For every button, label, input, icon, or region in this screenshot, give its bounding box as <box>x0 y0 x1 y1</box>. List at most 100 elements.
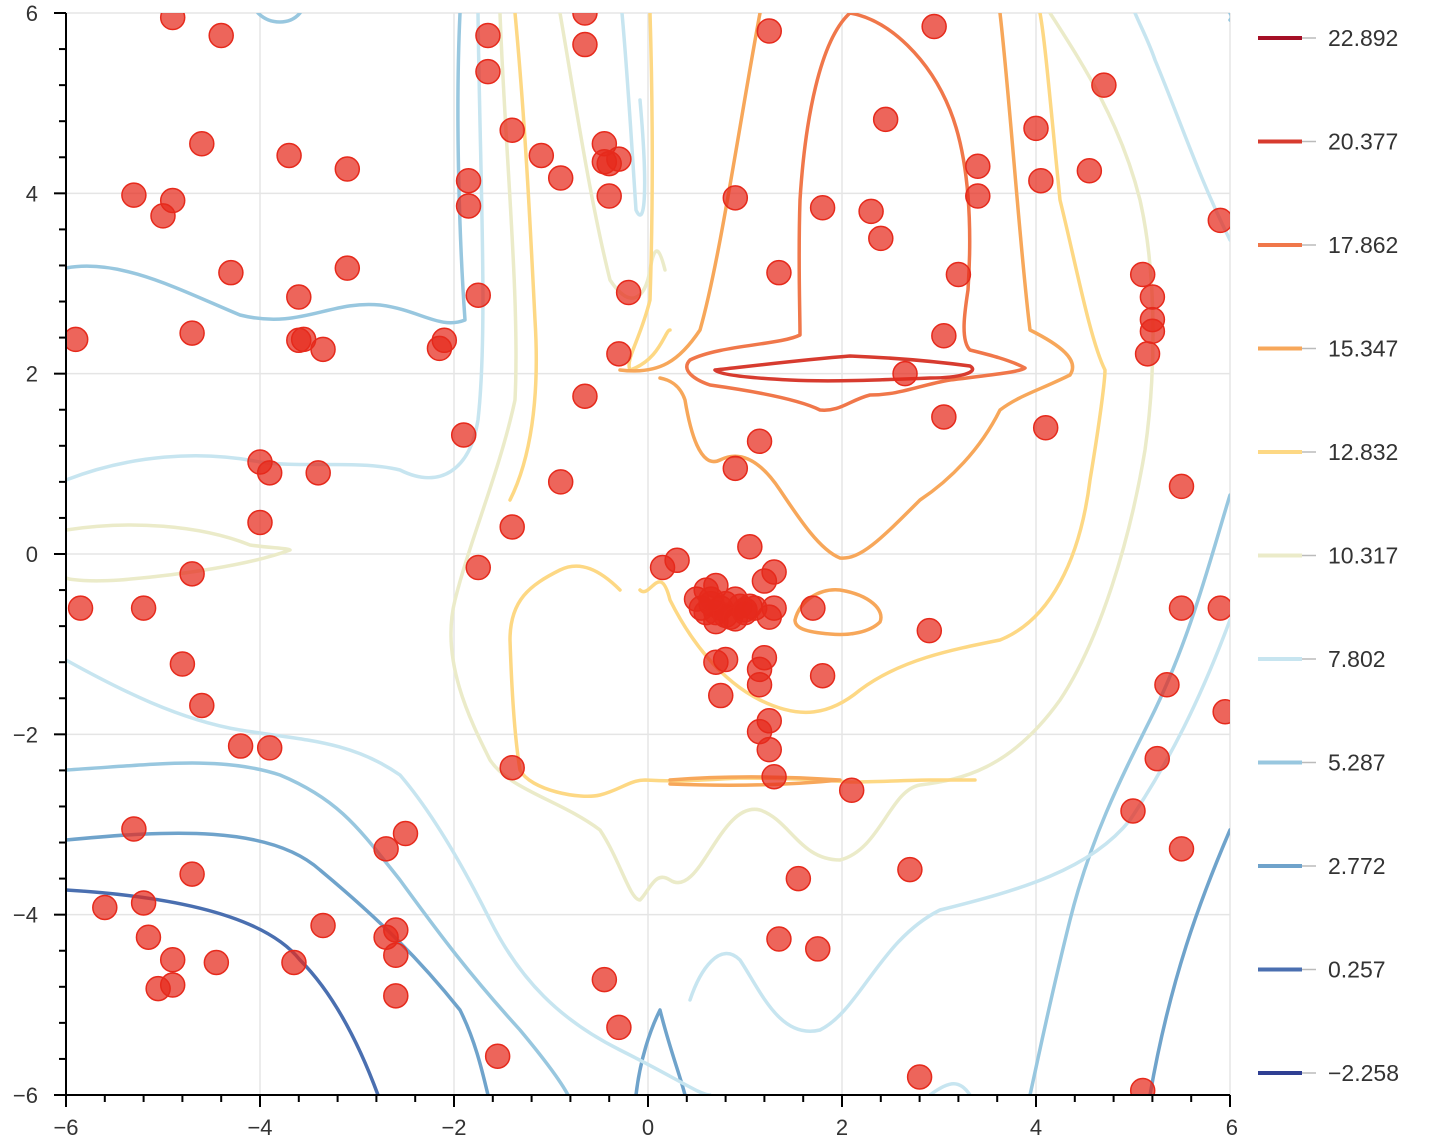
scatter-point <box>572 13 598 26</box>
scatter-point <box>145 975 171 1002</box>
scatter-point <box>965 183 991 209</box>
scatter-point <box>698 586 724 612</box>
contour-line-2-772-topleft <box>66 13 467 325</box>
scatter-point <box>1120 798 1146 824</box>
scatter-point <box>281 949 307 976</box>
scatter-point <box>809 195 836 221</box>
legend-label: 15.347 <box>1328 336 1398 362</box>
scatter-point <box>1207 595 1230 621</box>
scatter-point <box>475 22 501 49</box>
scatter-point <box>276 142 302 169</box>
contour-line-12-832-big <box>618 13 1075 560</box>
scatter-point <box>751 644 778 671</box>
scatter-point <box>450 422 477 448</box>
scatter-point <box>1207 207 1230 234</box>
scatter-point <box>838 777 865 803</box>
scatter-point <box>121 182 147 208</box>
scatter-point <box>1168 595 1195 621</box>
scatter-point <box>383 917 409 943</box>
contour-line-17-862 <box>713 354 975 383</box>
scatter-point <box>1168 473 1195 500</box>
contour-line-10-317-upper <box>627 13 672 372</box>
scatter-point <box>189 692 215 719</box>
scatter-point <box>159 13 186 31</box>
scatter-point <box>664 547 690 574</box>
scatter-point <box>208 22 234 49</box>
scatter-point <box>1154 671 1180 698</box>
y-axis-ticks: −6 −4 −2 0 2 4 6 <box>13 1 66 1108</box>
legend-label: 12.832 <box>1328 439 1398 465</box>
scatter-point <box>66 326 89 353</box>
scatter-point <box>712 646 739 673</box>
scatter-point <box>756 18 782 44</box>
scatter-point <box>426 335 453 362</box>
scatter-point <box>746 671 773 698</box>
scatter-point <box>334 255 361 281</box>
scatter-point <box>606 1014 632 1041</box>
y-tick-label: −2 <box>13 722 38 747</box>
contour-line-5-287-center <box>620 13 647 217</box>
scatter-point <box>179 561 205 587</box>
scatter-point <box>615 279 642 306</box>
contour-line-12-832-bottom <box>668 775 842 787</box>
legend-label: 10.317 <box>1328 543 1398 569</box>
scatter-point <box>746 428 773 455</box>
scatter-point <box>392 820 419 847</box>
scatter-point <box>1139 284 1166 310</box>
scatter-point <box>931 323 957 349</box>
scatter-point <box>499 754 525 781</box>
scatter-point <box>218 259 244 286</box>
contour-line-2-772-top <box>256 13 302 24</box>
y-tick-label: 4 <box>26 181 38 206</box>
scatter-point <box>722 455 749 482</box>
contour-legend: 22.892 20.377 17.862 15.347 12.832 10.317 7.80… <box>1258 25 1399 1086</box>
scatter-point <box>130 595 157 621</box>
y-tick-label: 2 <box>26 362 38 387</box>
y-tick-label: −6 <box>13 1083 38 1108</box>
scatter-point <box>761 763 787 790</box>
scatter-point <box>227 733 254 759</box>
scatter-point <box>286 284 312 310</box>
contour-line-7-802-upper <box>558 13 667 300</box>
scatter-point <box>921 13 947 40</box>
scatter-point <box>596 183 622 209</box>
x-tick-label: −6 <box>53 1115 78 1140</box>
scatter-point <box>931 404 957 430</box>
scatter-point <box>247 509 273 536</box>
scatter-point <box>800 595 826 621</box>
scatter-point <box>732 599 758 626</box>
legend-label: 20.377 <box>1328 129 1398 155</box>
scatter-point <box>1139 318 1166 345</box>
scatter-point <box>916 617 943 644</box>
x-axis-ticks: −6 −4 −2 0 2 4 6 <box>53 1095 1238 1140</box>
scatter-point <box>1076 158 1103 184</box>
contour-line-0-257-right <box>1148 828 1230 1095</box>
scatter-point <box>945 261 972 288</box>
scatter-point <box>722 185 749 211</box>
scatter-point <box>1134 341 1161 367</box>
scatter-point <box>858 198 884 225</box>
scatter-point <box>906 1064 933 1090</box>
scatter-point <box>528 142 555 169</box>
scatter-point <box>169 651 196 677</box>
scatter-point <box>383 983 409 1009</box>
scatter-point <box>203 949 230 976</box>
scatter-point <box>872 106 899 133</box>
legend-label: 0.257 <box>1328 957 1386 983</box>
contour-line-12-832-small <box>793 588 883 637</box>
contour-line-15-347 <box>685 13 1027 412</box>
scatter-point <box>606 146 632 172</box>
scatter-point <box>179 861 205 887</box>
y-tick-label: 0 <box>26 542 38 567</box>
scatter-point <box>373 836 399 862</box>
legend-label: 7.802 <box>1328 646 1386 672</box>
scatter-point <box>606 341 632 367</box>
scatter-point <box>67 595 94 621</box>
scatter-point <box>591 966 618 993</box>
scatter-point <box>766 926 792 952</box>
scatter-point <box>310 912 336 939</box>
scatter-point <box>1168 836 1195 862</box>
scatter-point <box>159 947 186 973</box>
scatter-point <box>256 735 283 761</box>
scatter-point <box>892 360 918 387</box>
